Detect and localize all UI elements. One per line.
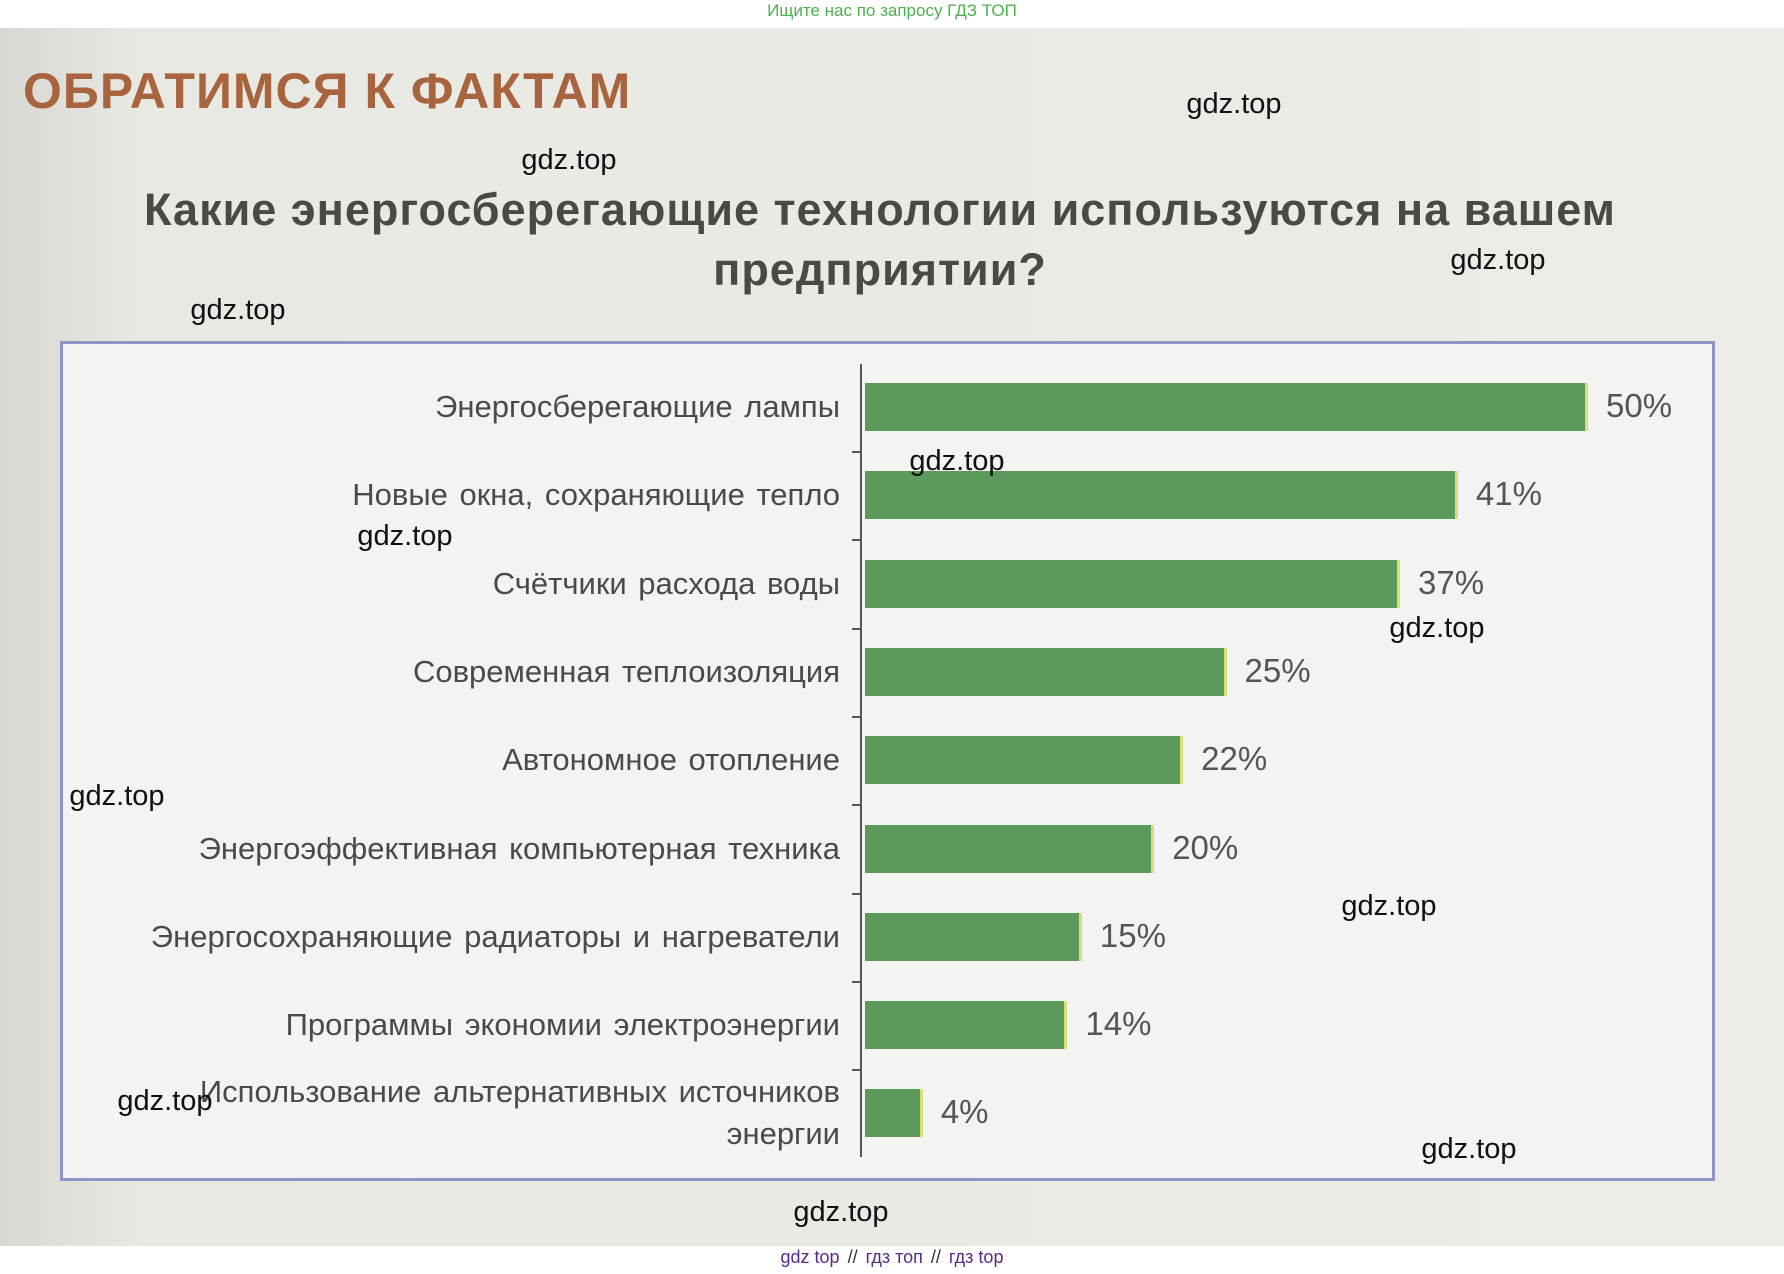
- watermark: gdz.top: [1389, 612, 1485, 644]
- category-label: Энергоэффективная компьютерная техника: [198, 830, 840, 866]
- footer: gdz top // гдз топ // гдз top: [0, 1247, 1784, 1268]
- watermark: gdz.top: [1450, 244, 1546, 276]
- category-label: Автономное отопление: [502, 742, 840, 778]
- watermark: gdz.top: [69, 780, 165, 812]
- value-label: 25%: [1244, 651, 1311, 689]
- watermark: gdz.top: [793, 1196, 889, 1228]
- value-label: 20%: [1172, 828, 1239, 866]
- category-label: Счётчики расхода воды: [492, 565, 840, 601]
- bar: [865, 1001, 1068, 1050]
- axis-tick: [852, 892, 861, 895]
- category-label: Современная теплоизоляция: [412, 653, 840, 689]
- axis-tick: [852, 716, 861, 719]
- value-label: 22%: [1201, 740, 1268, 778]
- watermark: gdz.top: [357, 520, 453, 552]
- value-label: 4%: [940, 1093, 989, 1131]
- category-label: Энергосохраняющие радиаторы и нагревател…: [150, 918, 840, 954]
- category-label: Энергосберегающие лампы: [435, 389, 840, 424]
- separator: //: [930, 1247, 941, 1267]
- watermark: gdz.top: [1421, 1133, 1517, 1165]
- value-label: 15%: [1099, 916, 1166, 954]
- value-label: 41%: [1475, 475, 1542, 513]
- separator: //: [847, 1247, 858, 1267]
- value-label: 14%: [1085, 1005, 1152, 1043]
- bar: [865, 736, 1184, 785]
- bar: [865, 1089, 923, 1138]
- category-label: Использование альтернативных источников …: [199, 1074, 840, 1152]
- footer-link[interactable]: gdz top: [780, 1247, 840, 1267]
- value-label: 37%: [1418, 563, 1485, 601]
- category-label: Программы экономии электроэнергии: [285, 1007, 840, 1043]
- category-label: Новые окна, сохраняющие тепло: [352, 477, 840, 513]
- watermark: gdz.top: [909, 445, 1005, 477]
- bar: [865, 824, 1155, 873]
- watermark: gdz.top: [190, 294, 286, 326]
- footer-link[interactable]: гдз топ: [865, 1247, 923, 1267]
- top-note: Ищите нас по запросу ГДЗ ТОП: [767, 1, 1017, 20]
- axis-tick: [852, 627, 861, 630]
- bar: [865, 559, 1401, 608]
- watermark: gdz.top: [1341, 890, 1437, 922]
- heading: ОБРАТИМСЯ К ФАКТАМ: [23, 63, 632, 119]
- value-label: 50%: [1606, 387, 1673, 424]
- bar: [865, 912, 1082, 961]
- axis-tick: [852, 539, 861, 542]
- chart-title: Какие энергосберегающие технологии испол…: [144, 184, 1616, 295]
- axis-tick: [852, 451, 861, 454]
- watermark: gdz.top: [521, 144, 617, 176]
- watermark: gdz.top: [117, 1085, 213, 1117]
- axis-line: [860, 364, 862, 1157]
- footer-link[interactable]: гдз top: [948, 1247, 1004, 1267]
- bar: [865, 383, 1588, 431]
- watermark: gdz.top: [1186, 88, 1282, 120]
- bar: [865, 471, 1458, 520]
- axis-tick: [852, 804, 861, 807]
- axis-tick: [852, 980, 861, 983]
- axis-tick: [852, 1069, 861, 1072]
- bar: [865, 647, 1227, 696]
